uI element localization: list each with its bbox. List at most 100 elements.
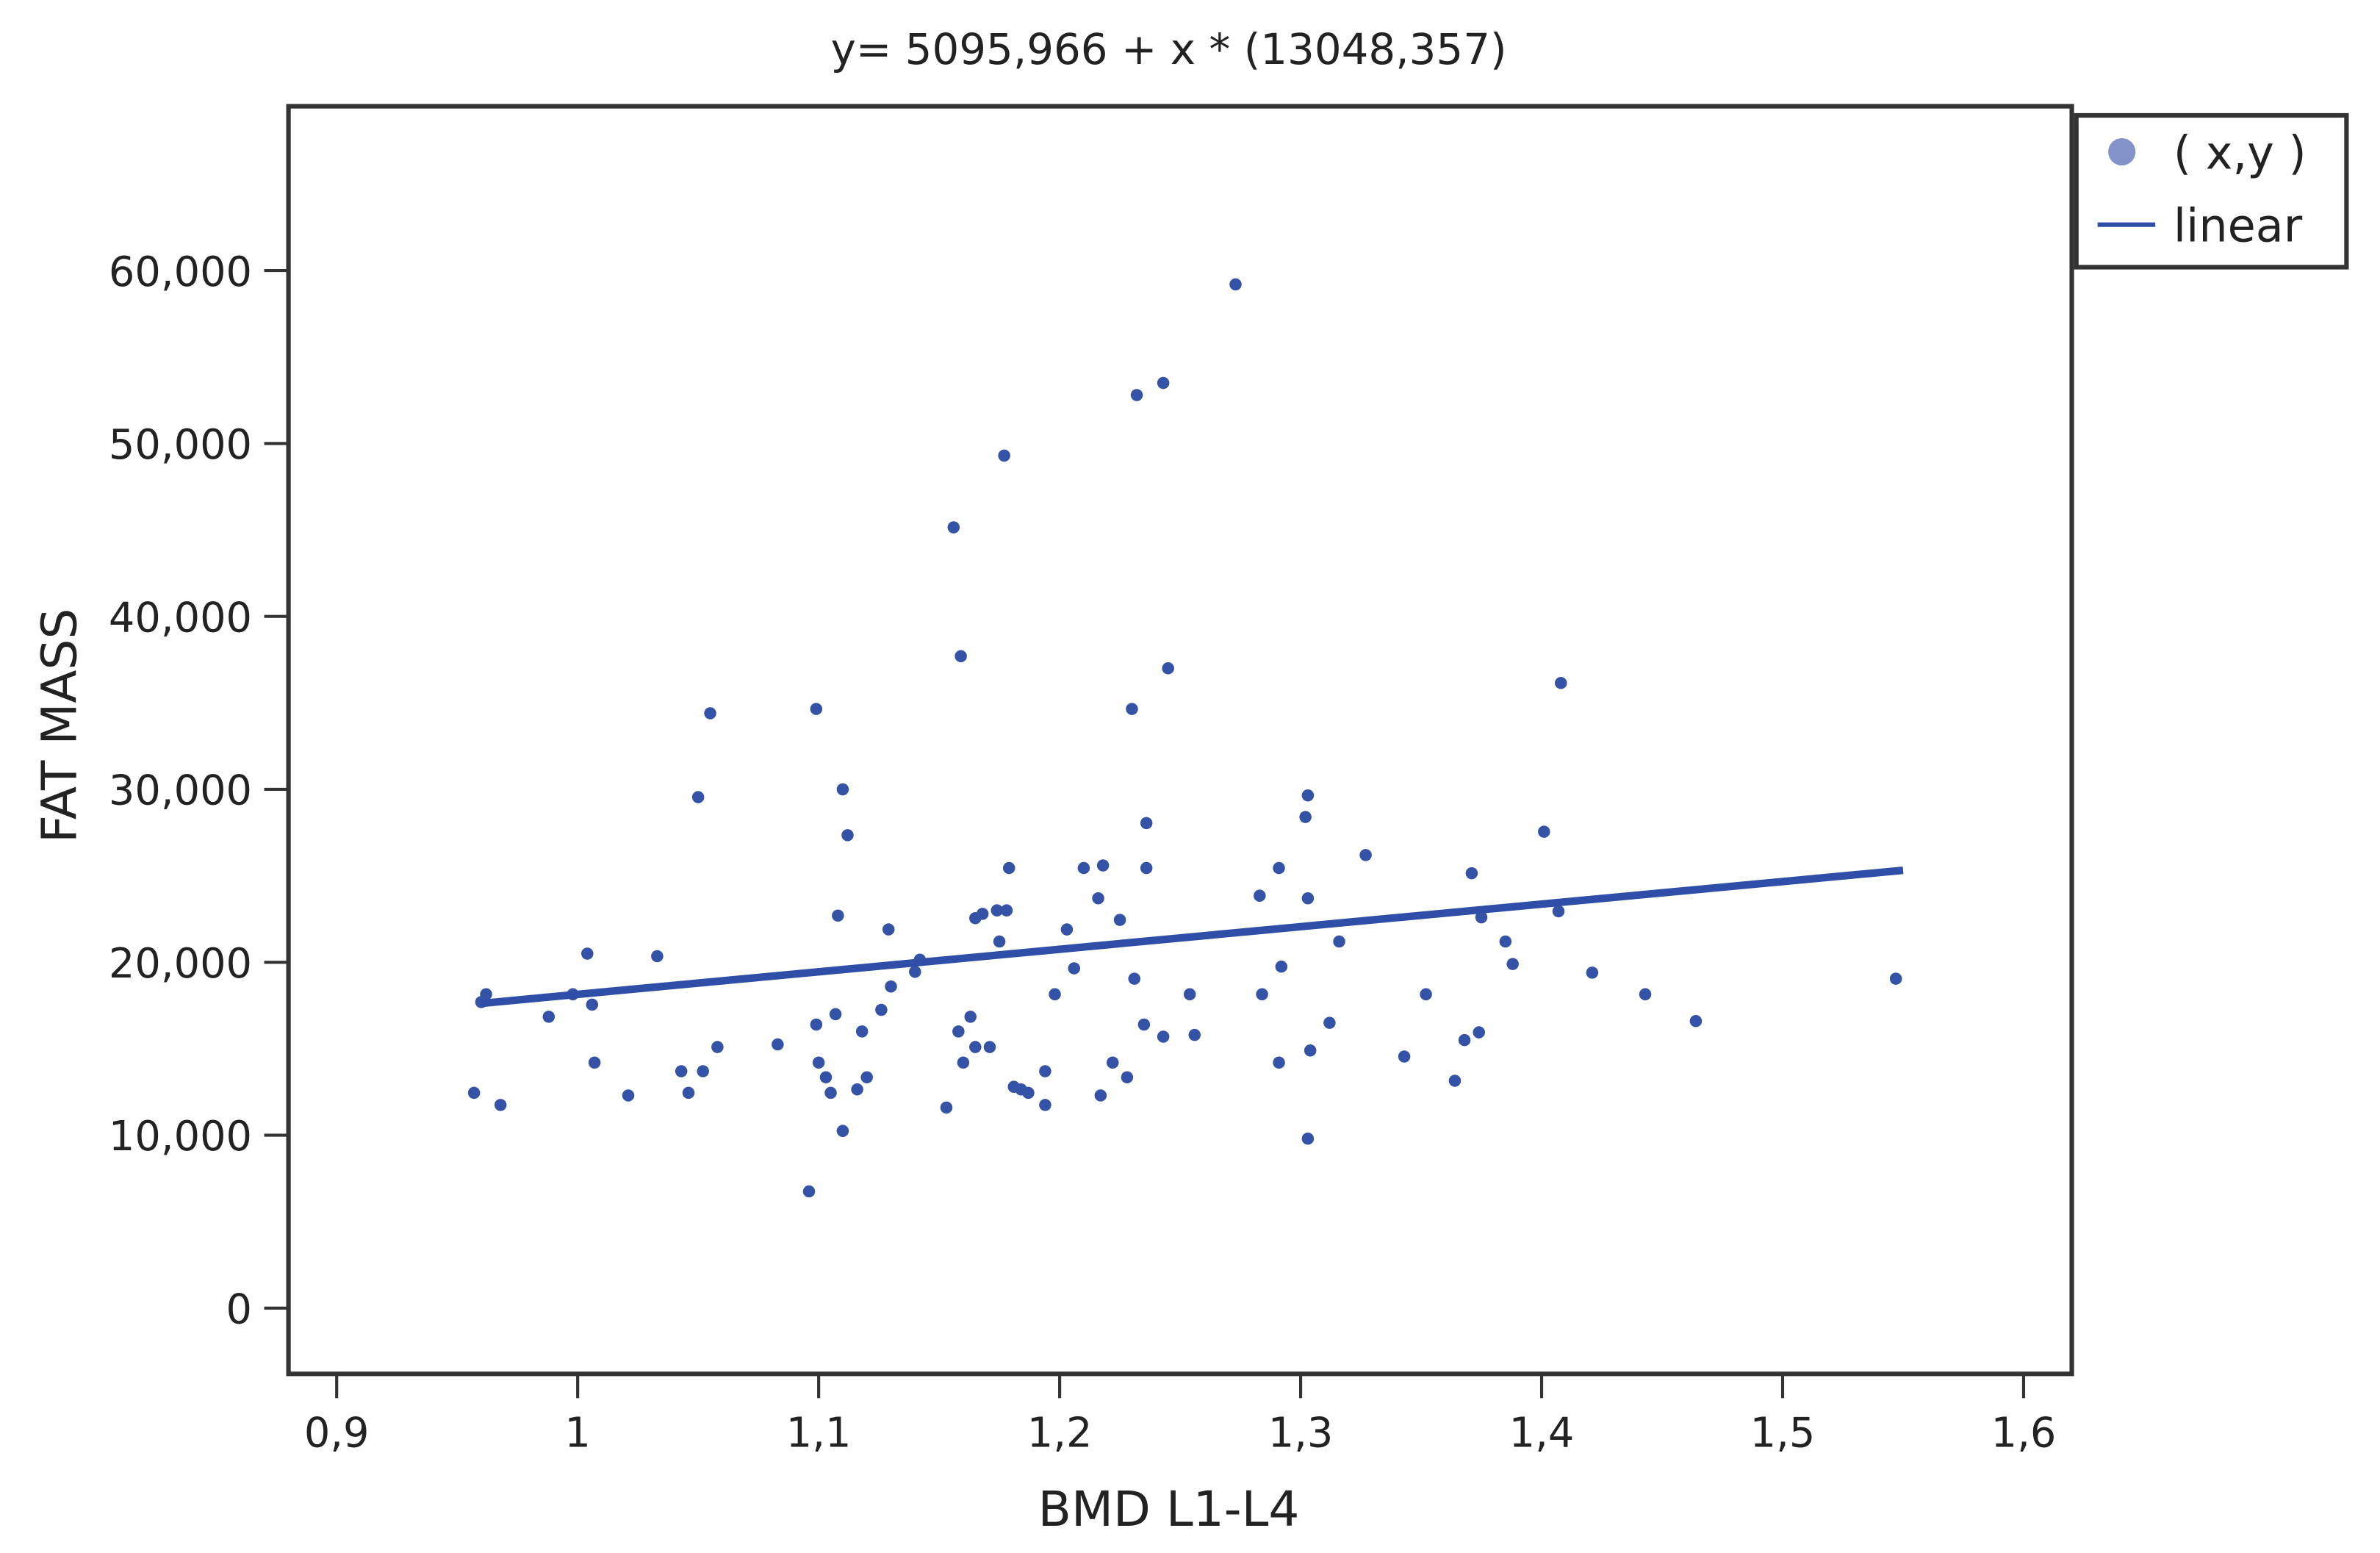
data-point <box>1092 892 1104 905</box>
data-point <box>851 1083 863 1096</box>
x-tick-label: 1,6 <box>1991 1409 2057 1457</box>
data-point <box>1273 1056 1285 1069</box>
data-point <box>1689 1015 1703 1027</box>
data-point <box>1398 1050 1411 1063</box>
data-point <box>1229 278 1242 291</box>
data-point <box>1586 966 1599 979</box>
data-point <box>1049 988 1061 1001</box>
legend-label: ( x,y ) <box>2174 126 2307 179</box>
data-point <box>1420 988 1432 1001</box>
data-point <box>1639 988 1652 1001</box>
data-point <box>675 1065 688 1077</box>
data-point <box>983 1041 996 1053</box>
data-point <box>682 1086 695 1100</box>
data-point <box>1183 988 1196 1001</box>
data-point <box>586 998 599 1011</box>
data-point <box>1538 825 1550 838</box>
data-point <box>1256 988 1268 1001</box>
data-point <box>1323 1016 1336 1029</box>
x-tick-label: 1 <box>564 1409 590 1457</box>
data-point <box>1506 958 1519 970</box>
data-point <box>1128 972 1141 985</box>
data-point <box>993 935 1006 948</box>
data-point <box>1068 962 1081 975</box>
data-point <box>1359 849 1372 861</box>
data-point <box>885 980 897 993</box>
x-tick-label: 1,1 <box>786 1409 852 1457</box>
x-tick-label: 1,3 <box>1268 1409 1334 1457</box>
y-tick-label: 20,000 <box>109 940 252 988</box>
data-point <box>1304 1044 1317 1057</box>
data-point <box>1022 1086 1035 1100</box>
data-point <box>855 1025 869 1038</box>
y-tick-label: 10,000 <box>109 1113 252 1161</box>
data-point <box>542 1011 556 1023</box>
data-point <box>1254 889 1266 902</box>
data-point <box>1106 1056 1119 1069</box>
data-point <box>1499 935 1512 948</box>
data-point <box>1039 1099 1051 1111</box>
data-point <box>1188 1028 1201 1041</box>
data-point <box>1458 1033 1471 1047</box>
chart-title: y= 5095,966 + x * (13048,357) <box>831 24 1507 74</box>
data-point <box>1130 389 1143 401</box>
x-tick-label: 0,9 <box>304 1409 370 1457</box>
data-point <box>947 521 960 534</box>
data-point <box>1473 1026 1486 1039</box>
data-point <box>1002 861 1015 875</box>
data-point <box>940 1101 953 1114</box>
data-point <box>1301 1133 1315 1145</box>
data-point <box>952 1025 965 1038</box>
y-tick-label: 40,000 <box>109 594 252 642</box>
data-point <box>836 783 849 796</box>
data-point <box>1113 914 1126 926</box>
data-point <box>480 988 492 1001</box>
y-tick-label: 0 <box>226 1286 252 1334</box>
data-point <box>1162 662 1174 675</box>
data-point <box>976 908 989 920</box>
y-axis-label: FAT MASS <box>31 609 87 843</box>
data-point <box>841 829 854 842</box>
data-point <box>772 1038 784 1051</box>
data-point <box>1077 861 1090 875</box>
data-point <box>1094 1089 1107 1102</box>
x-tick-label: 1,4 <box>1509 1409 1575 1457</box>
data-point <box>1465 867 1478 880</box>
data-point <box>1448 1075 1462 1087</box>
data-point <box>1121 1071 1134 1084</box>
data-point <box>810 1018 823 1031</box>
data-point <box>1475 911 1488 924</box>
data-point <box>704 707 716 720</box>
data-point <box>1889 972 1902 985</box>
data-point <box>1060 923 1074 936</box>
x-tick-label: 1,2 <box>1027 1409 1093 1457</box>
data-point <box>829 1008 842 1021</box>
data-point <box>494 1099 507 1111</box>
data-point <box>860 1071 873 1084</box>
data-point <box>882 923 895 936</box>
data-point <box>1140 817 1153 830</box>
data-point <box>1157 1030 1170 1043</box>
x-axis-label: BMD L1-L4 <box>1038 1481 1300 1538</box>
data-point <box>691 791 705 803</box>
data-point <box>819 1071 833 1084</box>
data-point <box>832 909 844 922</box>
data-point <box>1333 935 1345 948</box>
data-point <box>1273 861 1285 875</box>
y-tick-label: 50,000 <box>109 421 252 469</box>
data-point <box>1301 789 1315 802</box>
data-point <box>581 947 594 960</box>
data-point <box>954 650 967 663</box>
data-point <box>1552 905 1565 918</box>
legend-label: linear <box>2174 198 2303 252</box>
data-point <box>1140 861 1153 875</box>
data-point <box>711 1041 724 1053</box>
data-point <box>824 1086 837 1100</box>
plot-frame <box>286 104 2074 1377</box>
y-tick-label: 30,000 <box>109 767 252 815</box>
data-point <box>1137 1018 1151 1031</box>
regression-line <box>481 866 1904 1008</box>
data-point <box>1275 960 1288 973</box>
data-point <box>875 1003 888 1016</box>
data-point <box>836 1125 849 1137</box>
